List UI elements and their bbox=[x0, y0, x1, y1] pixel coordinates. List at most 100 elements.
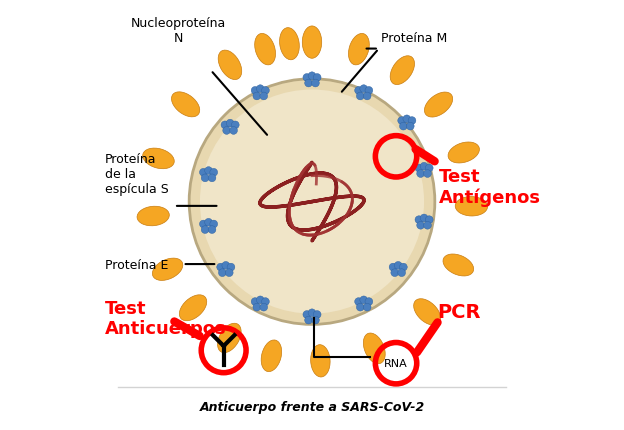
Ellipse shape bbox=[179, 295, 207, 321]
Ellipse shape bbox=[255, 34, 276, 66]
Circle shape bbox=[208, 175, 216, 182]
Ellipse shape bbox=[348, 34, 369, 66]
Ellipse shape bbox=[143, 149, 174, 169]
Circle shape bbox=[222, 262, 230, 270]
Circle shape bbox=[210, 221, 218, 228]
Circle shape bbox=[365, 87, 373, 95]
Ellipse shape bbox=[261, 340, 281, 372]
Circle shape bbox=[426, 165, 433, 172]
Ellipse shape bbox=[218, 51, 241, 80]
Circle shape bbox=[256, 86, 264, 93]
Circle shape bbox=[394, 262, 402, 270]
Ellipse shape bbox=[280, 28, 300, 61]
Ellipse shape bbox=[311, 345, 330, 377]
Ellipse shape bbox=[363, 333, 385, 364]
Ellipse shape bbox=[390, 57, 414, 86]
Circle shape bbox=[189, 80, 435, 325]
Ellipse shape bbox=[302, 27, 322, 59]
Circle shape bbox=[360, 86, 368, 93]
Circle shape bbox=[389, 264, 397, 271]
Circle shape bbox=[408, 117, 416, 125]
Circle shape bbox=[391, 269, 399, 277]
Circle shape bbox=[205, 219, 212, 227]
Circle shape bbox=[363, 93, 371, 101]
Circle shape bbox=[303, 311, 311, 319]
Text: Anticuerpo frente a SARS-CoV-2: Anticuerpo frente a SARS-CoV-2 bbox=[200, 400, 424, 413]
Circle shape bbox=[365, 298, 373, 306]
Circle shape bbox=[363, 304, 371, 311]
Text: Proteína
de la
espícula S: Proteína de la espícula S bbox=[105, 153, 169, 196]
Circle shape bbox=[208, 226, 216, 234]
Circle shape bbox=[200, 90, 424, 314]
Ellipse shape bbox=[137, 207, 169, 226]
Circle shape bbox=[261, 298, 270, 306]
Circle shape bbox=[251, 87, 259, 95]
Circle shape bbox=[201, 175, 209, 182]
Circle shape bbox=[311, 316, 319, 324]
Circle shape bbox=[201, 226, 209, 234]
Circle shape bbox=[417, 222, 424, 230]
Ellipse shape bbox=[443, 255, 474, 276]
Circle shape bbox=[356, 93, 364, 101]
Circle shape bbox=[210, 169, 218, 177]
Circle shape bbox=[225, 269, 233, 277]
Circle shape bbox=[397, 269, 406, 277]
Text: Test
Antígenos: Test Antígenos bbox=[439, 167, 541, 207]
Circle shape bbox=[403, 116, 411, 123]
Circle shape bbox=[260, 304, 268, 311]
Circle shape bbox=[420, 215, 428, 222]
Text: PCR: PCR bbox=[437, 302, 480, 321]
Circle shape bbox=[217, 264, 225, 271]
Ellipse shape bbox=[456, 197, 487, 216]
Text: Nucleoproteína
N: Nucleoproteína N bbox=[131, 17, 226, 45]
Circle shape bbox=[303, 74, 311, 82]
Circle shape bbox=[399, 123, 407, 131]
Circle shape bbox=[227, 120, 234, 128]
Ellipse shape bbox=[172, 92, 200, 117]
Circle shape bbox=[218, 269, 227, 277]
Ellipse shape bbox=[218, 323, 241, 353]
Circle shape bbox=[308, 309, 316, 317]
Circle shape bbox=[354, 298, 363, 306]
Circle shape bbox=[200, 221, 207, 228]
Circle shape bbox=[253, 93, 261, 101]
Circle shape bbox=[205, 167, 212, 175]
Circle shape bbox=[308, 73, 316, 80]
Circle shape bbox=[354, 87, 363, 95]
Circle shape bbox=[260, 93, 268, 101]
Text: Proteína M: Proteína M bbox=[381, 32, 447, 45]
Circle shape bbox=[424, 222, 431, 230]
Ellipse shape bbox=[424, 93, 452, 118]
Text: Proteína E: Proteína E bbox=[105, 258, 168, 271]
Circle shape bbox=[256, 296, 264, 304]
Circle shape bbox=[305, 316, 313, 324]
Circle shape bbox=[232, 122, 239, 129]
Circle shape bbox=[251, 298, 259, 306]
Circle shape bbox=[356, 304, 364, 311]
Circle shape bbox=[223, 127, 230, 135]
Circle shape bbox=[200, 169, 207, 177]
Circle shape bbox=[311, 80, 319, 88]
Circle shape bbox=[406, 123, 414, 131]
Circle shape bbox=[420, 163, 428, 171]
Circle shape bbox=[397, 117, 406, 125]
Circle shape bbox=[253, 304, 261, 311]
Circle shape bbox=[230, 127, 238, 135]
Circle shape bbox=[424, 170, 431, 178]
Ellipse shape bbox=[414, 299, 441, 326]
Text: RNA: RNA bbox=[384, 358, 408, 369]
Circle shape bbox=[360, 296, 368, 304]
Circle shape bbox=[426, 216, 433, 224]
Circle shape bbox=[305, 80, 313, 88]
Circle shape bbox=[221, 122, 229, 129]
Ellipse shape bbox=[448, 143, 479, 163]
Circle shape bbox=[417, 170, 424, 178]
Circle shape bbox=[415, 165, 423, 172]
Circle shape bbox=[227, 264, 235, 271]
Circle shape bbox=[313, 311, 321, 319]
Circle shape bbox=[415, 216, 423, 224]
Ellipse shape bbox=[152, 258, 183, 281]
Circle shape bbox=[313, 74, 321, 82]
Circle shape bbox=[261, 87, 270, 95]
Circle shape bbox=[399, 264, 407, 271]
